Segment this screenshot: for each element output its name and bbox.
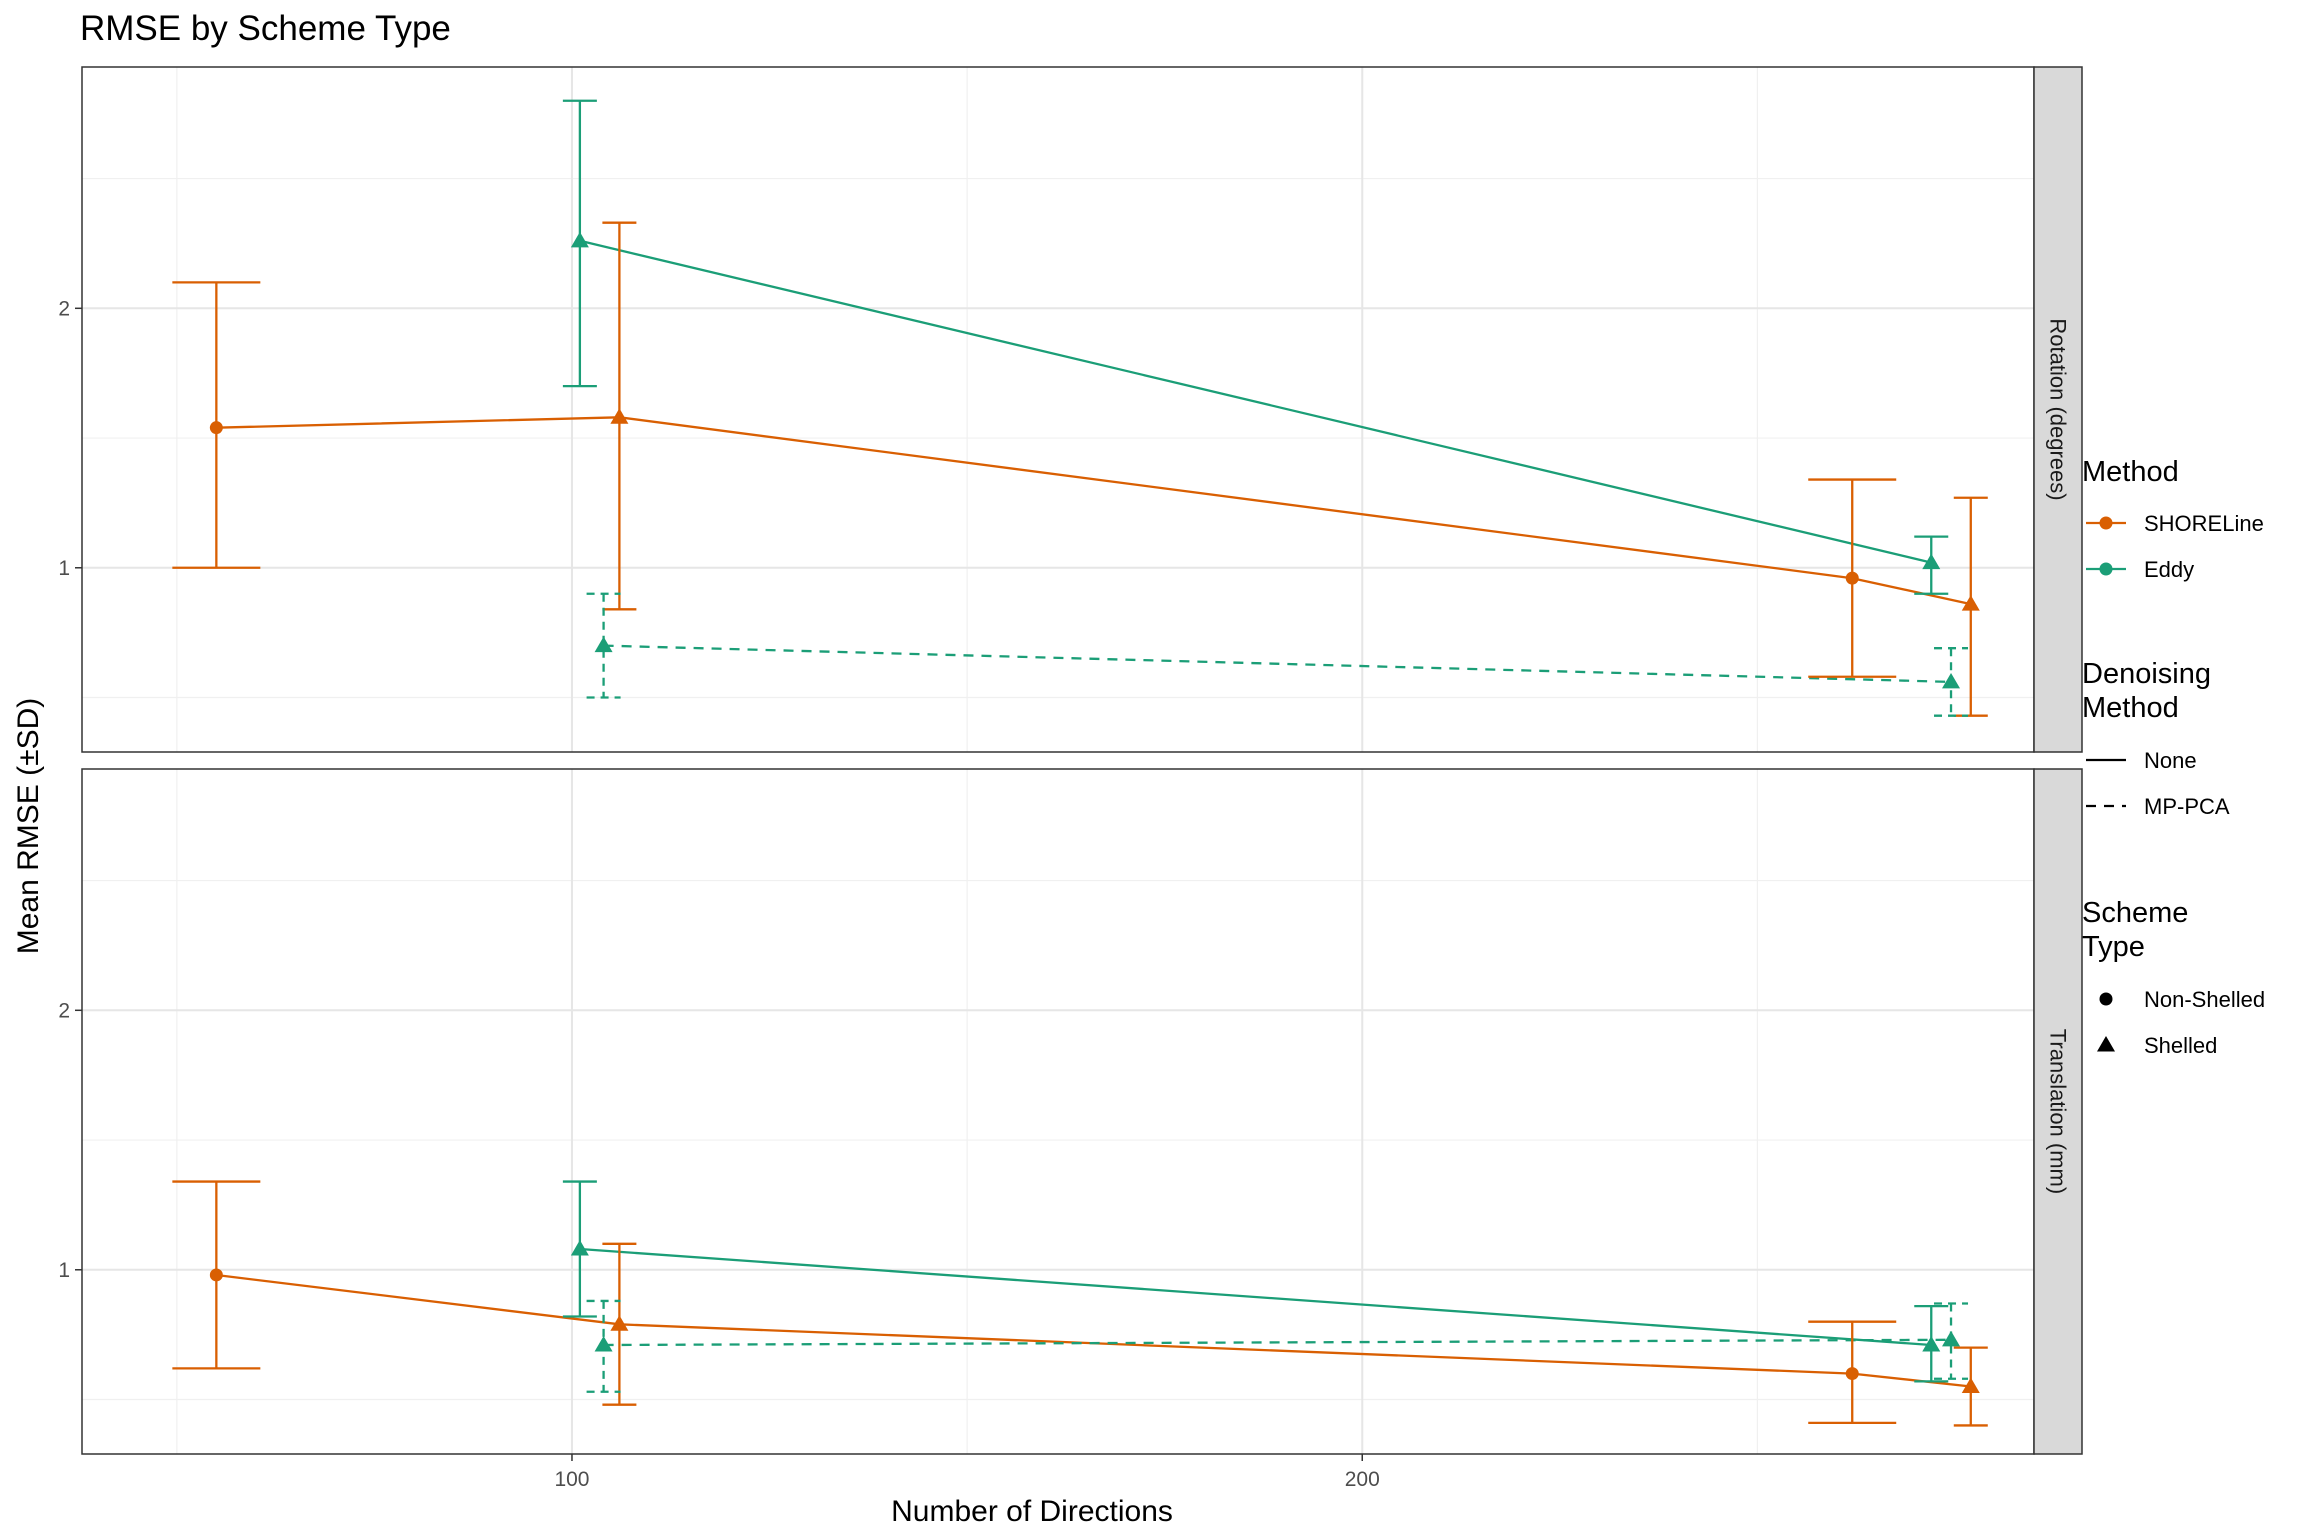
panel-background <box>82 67 2034 752</box>
circle-point <box>1845 571 1859 585</box>
chart-title: RMSE by Scheme Type <box>80 9 451 48</box>
triangle-point <box>1922 1336 1941 1352</box>
legend-title-denoising: Denoising <box>2082 658 2211 690</box>
triangle-point <box>1961 1377 1980 1394</box>
series-line <box>603 1338 1952 1347</box>
legend-item-method: SHORELine <box>2086 511 2264 536</box>
triangle-point <box>1922 553 1941 570</box>
series-line <box>216 416 1972 606</box>
legend-label: Non-Shelled <box>2144 987 2265 1012</box>
legend-item-denoising: None <box>2086 748 2197 773</box>
legend-item-denoising: MP-PCA <box>2086 794 2230 819</box>
facet-strip-label: Translation (mm) <box>2046 1029 2071 1194</box>
legend-title-scheme: Scheme <box>2082 897 2188 929</box>
error-bar <box>1934 1302 1969 1380</box>
facet-panels: 1 2 Rotation (degrees) 1 2 Translation (mm) 10… <box>58 66 2083 1491</box>
legend-label: MP-PCA <box>2144 794 2230 819</box>
facet-strip <box>2033 768 2083 1455</box>
panel-background <box>82 769 2034 1454</box>
y-tick-label: 1 <box>58 1259 70 1282</box>
series-line <box>216 1273 1971 1388</box>
x-tick-label: 100 <box>554 1468 589 1491</box>
triangle-point <box>570 231 589 248</box>
legend-label: Shelled <box>2144 1033 2217 1058</box>
facet-strip-label: Rotation (degrees) <box>2046 318 2071 500</box>
triangle-point <box>610 408 629 424</box>
legend-label: Eddy <box>2144 557 2194 582</box>
triangle-point <box>594 636 613 653</box>
y-tick-label: 1 <box>58 557 70 580</box>
x-axis-label: Number of Directions <box>891 1495 1173 1528</box>
legend-key-circle <box>2099 516 2113 530</box>
triangle-point <box>570 1240 589 1256</box>
y-axis-label: Mean RMSE (±SD) <box>12 698 45 955</box>
error-bar <box>586 592 621 699</box>
y-tick-label: 2 <box>58 297 70 320</box>
legend-title-method: Method <box>2082 456 2179 488</box>
circle-point <box>1845 1367 1859 1381</box>
x-tick-label: 200 <box>1345 1468 1380 1491</box>
triangle-point <box>1942 1330 1961 1347</box>
legend-label: None <box>2144 748 2197 773</box>
series-line <box>579 1247 1932 1347</box>
legend-item-scheme: Non-Shelled <box>2099 987 2265 1012</box>
triangle-point <box>1961 595 1980 611</box>
legend-item-method: Eddy <box>2086 557 2194 582</box>
circle-point <box>2099 992 2113 1006</box>
facet-panel: 1 2 Translation (mm) <box>58 768 2083 1455</box>
facet-panel: 1 2 Rotation (degrees) <box>58 66 2083 753</box>
legend-key-circle <box>2099 562 2113 576</box>
triangle-point <box>2097 1036 2115 1052</box>
series-line <box>603 644 1952 684</box>
legend-title-denoising: Method <box>2082 692 2179 724</box>
legend: MethodSHORELineEddyDenoisingMethodNoneMP… <box>2082 456 2265 1058</box>
y-tick-label: 2 <box>58 999 70 1022</box>
triangle-point <box>594 1336 613 1352</box>
triangle-point <box>610 1315 629 1331</box>
circle-point <box>209 1268 223 1282</box>
triangle-point <box>1942 672 1961 689</box>
facet-strip <box>2033 66 2083 753</box>
series-line <box>579 239 1932 564</box>
circle-point <box>209 421 223 435</box>
legend-item-scheme: Shelled <box>2097 1033 2217 1058</box>
legend-label: SHORELine <box>2144 511 2264 536</box>
legend-title-scheme: Type <box>2082 931 2145 963</box>
